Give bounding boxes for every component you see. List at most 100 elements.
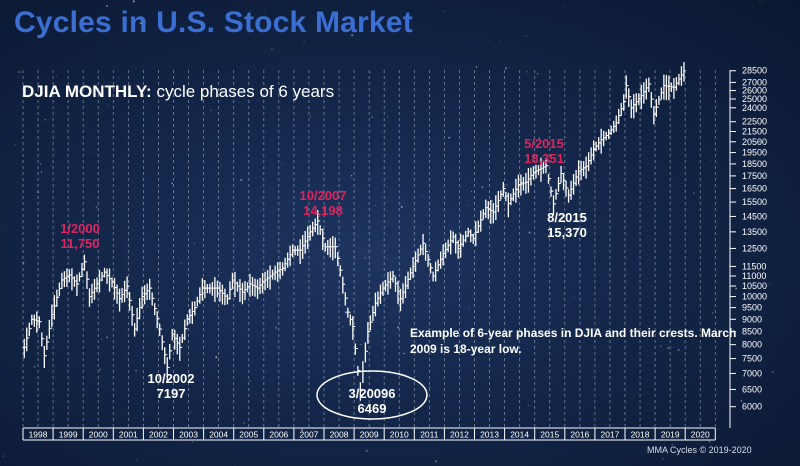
star (758, 140, 761, 143)
annotation-date: 3/20096 (349, 386, 396, 401)
x-tick-label: 2016 (570, 430, 589, 440)
star (50, 165, 52, 167)
star (180, 262, 183, 265)
star (394, 23, 396, 25)
star (631, 63, 633, 65)
star (317, 132, 319, 133)
star (271, 47, 273, 50)
low-2009-highlight-ellipse (316, 370, 428, 420)
star (106, 5, 108, 7)
star (191, 441, 193, 443)
star (44, 119, 47, 121)
star (190, 411, 192, 413)
chart-subtitle: DJIA MONTHLY: cycle phases of 6 years (22, 82, 334, 102)
star (108, 103, 110, 105)
star (159, 245, 161, 247)
y-tick-label: 26000 (742, 86, 767, 96)
x-tick-label: 2019 (661, 430, 680, 440)
star (487, 178, 489, 180)
star (387, 116, 389, 118)
annotation-date: 10/2002 (148, 371, 195, 386)
y-tick-label: 10500 (742, 281, 767, 291)
y-tick-label: 8000 (742, 340, 762, 350)
y-tick-label: 27000 (742, 77, 767, 87)
x-tick-label: 1998 (29, 430, 48, 440)
star (710, 160, 712, 161)
star (370, 116, 373, 119)
star (759, 0, 761, 2)
chart-note: Example of 6-year phases in DJIA and the… (410, 326, 737, 356)
price-series (22, 62, 686, 401)
star (281, 162, 282, 164)
x-tick-label: 2004 (209, 430, 228, 440)
y-tick-label: 12500 (742, 243, 767, 253)
x-tick-label: 2000 (89, 430, 108, 440)
star (350, 175, 353, 177)
star (61, 410, 63, 411)
star (301, 429, 304, 431)
star (573, 297, 575, 299)
star (235, 464, 236, 466)
y-tick-label: 28500 (742, 66, 767, 76)
y-tick-label: 20500 (742, 137, 767, 147)
star (134, 17, 136, 18)
star (264, 12, 265, 14)
x-tick-label: 2009 (360, 430, 379, 440)
star (505, 183, 508, 186)
annotation-value: 18,351 (524, 151, 564, 166)
y-tick-label: 9000 (742, 314, 762, 324)
x-tick-label: 2014 (510, 430, 529, 440)
star (10, 113, 12, 115)
star (495, 45, 497, 47)
star (139, 22, 143, 25)
star (403, 352, 405, 355)
y-tick-label: 17500 (742, 171, 767, 181)
star (213, 445, 214, 447)
star (99, 368, 102, 371)
star (677, 349, 680, 351)
star (106, 336, 108, 339)
star (275, 327, 277, 329)
x-axis: 1998 1999 2000 2001 2002 2003 2004 2005 2006 2007… (22, 427, 716, 441)
star (85, 230, 87, 232)
x-tick-label: 2010 (390, 430, 409, 440)
annotation-date: 10/2007 (300, 188, 347, 203)
y-tick-label: 19500 (742, 148, 767, 158)
star (64, 66, 66, 68)
star (538, 136, 541, 139)
star (215, 356, 218, 359)
star (740, 400, 743, 402)
star (523, 3, 524, 4)
y-tick-label: 8500 (742, 327, 762, 337)
star (210, 109, 213, 112)
x-tick-label: 2018 (631, 430, 650, 440)
star (56, 74, 57, 76)
star (249, 380, 251, 382)
star (240, 178, 243, 182)
star (359, 401, 361, 404)
y-tick-label: 7500 (742, 354, 762, 364)
star (193, 242, 195, 244)
x-tick-label: 2011 (420, 430, 439, 440)
star (2, 455, 4, 457)
star (536, 72, 539, 75)
star (146, 305, 148, 307)
star (382, 192, 383, 194)
x-tick-label: 2015 (540, 430, 559, 440)
star (428, 386, 431, 389)
x-tick-label: 2013 (480, 430, 499, 440)
annotation-value: 11,750 (60, 236, 99, 251)
star (481, 186, 484, 189)
x-tick-label: 1999 (59, 430, 78, 440)
star (662, 457, 664, 460)
y-tick-label: 15500 (742, 197, 767, 207)
star (365, 449, 368, 452)
star (220, 163, 222, 165)
star (712, 312, 714, 314)
